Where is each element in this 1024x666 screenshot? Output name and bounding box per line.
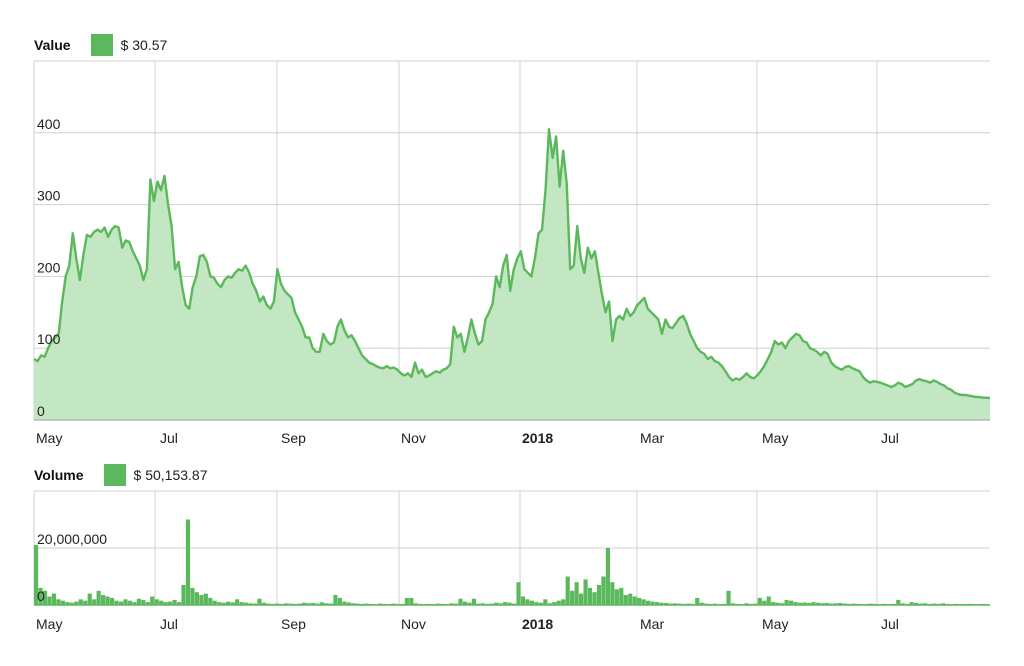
x-tick-label: May [762,430,788,446]
value-area-fill [34,129,990,420]
volume-current-readout: $ 50,153.87 [133,467,208,483]
volume-y-axis: 0 20,000,000 [37,531,107,604]
value-x-axis: May Jul Sep Nov 2018 Mar May Jul [36,430,899,446]
x-tick-label: Jul [160,616,178,632]
value-y-axis: 0 100 200 300 400 [37,116,61,419]
x-tick-label: Jul [881,616,899,632]
y-tick-label: 0 [37,403,45,419]
x-tick-label: Mar [640,430,664,446]
x-tick-label: May [762,616,788,632]
x-tick-label: Sep [281,616,306,632]
value-legend-swatch [90,34,113,56]
x-tick-label: Nov [401,430,426,446]
volume-legend-swatch [103,464,126,486]
y-tick-label: 100 [37,331,61,347]
x-tick-label: May [36,616,62,632]
x-tick-label: May [36,430,62,446]
y-tick-label: 20,000,000 [37,531,107,547]
y-tick-label: 400 [37,116,61,132]
x-tick-label: 2018 [522,616,553,632]
volume-legend: Volume $ 50,153.87 [34,464,208,486]
volume-panel-title: Volume [34,467,84,483]
value-current-readout: $ 30.57 [120,37,168,53]
x-tick-label: 2018 [522,430,553,446]
x-tick-label: Jul [881,430,899,446]
x-tick-label: Nov [401,616,426,632]
y-tick-label: 0 [37,588,45,604]
volume-chart-grid [33,490,990,605]
value-panel-title: Value [34,37,71,53]
x-tick-label: Jul [160,430,178,446]
value-legend: Value $ 30.57 [34,34,167,56]
y-tick-label: 300 [37,188,61,204]
value-line [33,127,991,400]
y-tick-label: 200 [37,259,61,275]
volume-bars [34,519,990,606]
volume-x-axis: May Jul Sep Nov 2018 Mar May Jul [36,616,899,632]
x-tick-label: Mar [640,616,664,632]
x-tick-label: Sep [281,430,306,446]
